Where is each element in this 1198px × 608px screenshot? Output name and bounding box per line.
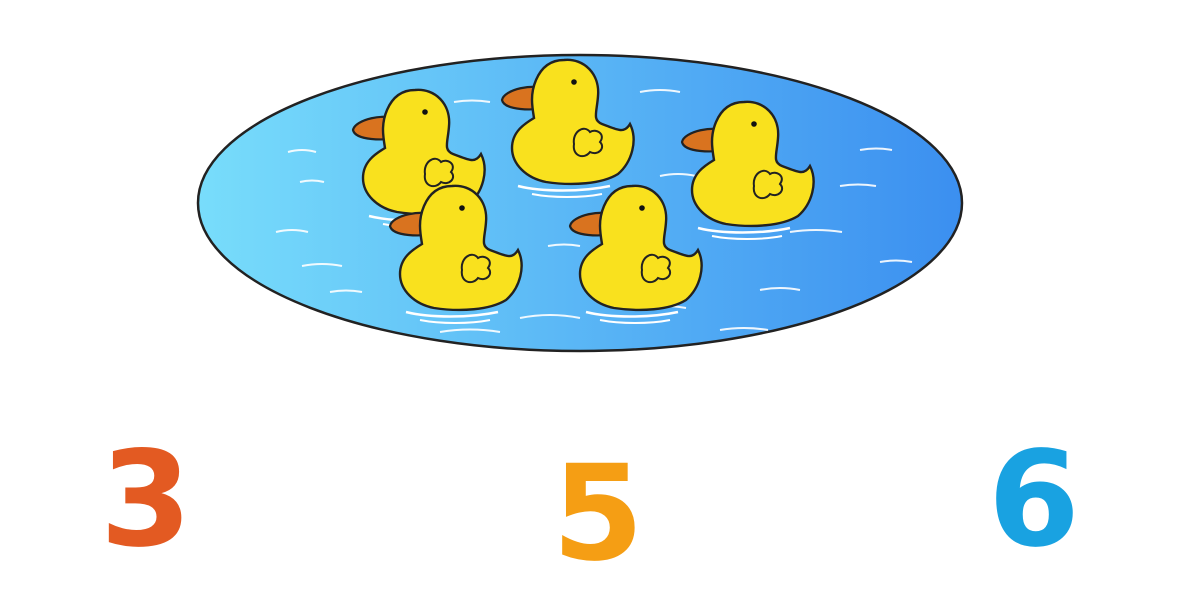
pond-illustration bbox=[196, 53, 964, 353]
answer-option-1[interactable]: 3 bbox=[100, 423, 192, 577]
answer-option-2[interactable]: 5 bbox=[552, 437, 644, 591]
answer-option-3[interactable]: 6 bbox=[988, 423, 1080, 577]
